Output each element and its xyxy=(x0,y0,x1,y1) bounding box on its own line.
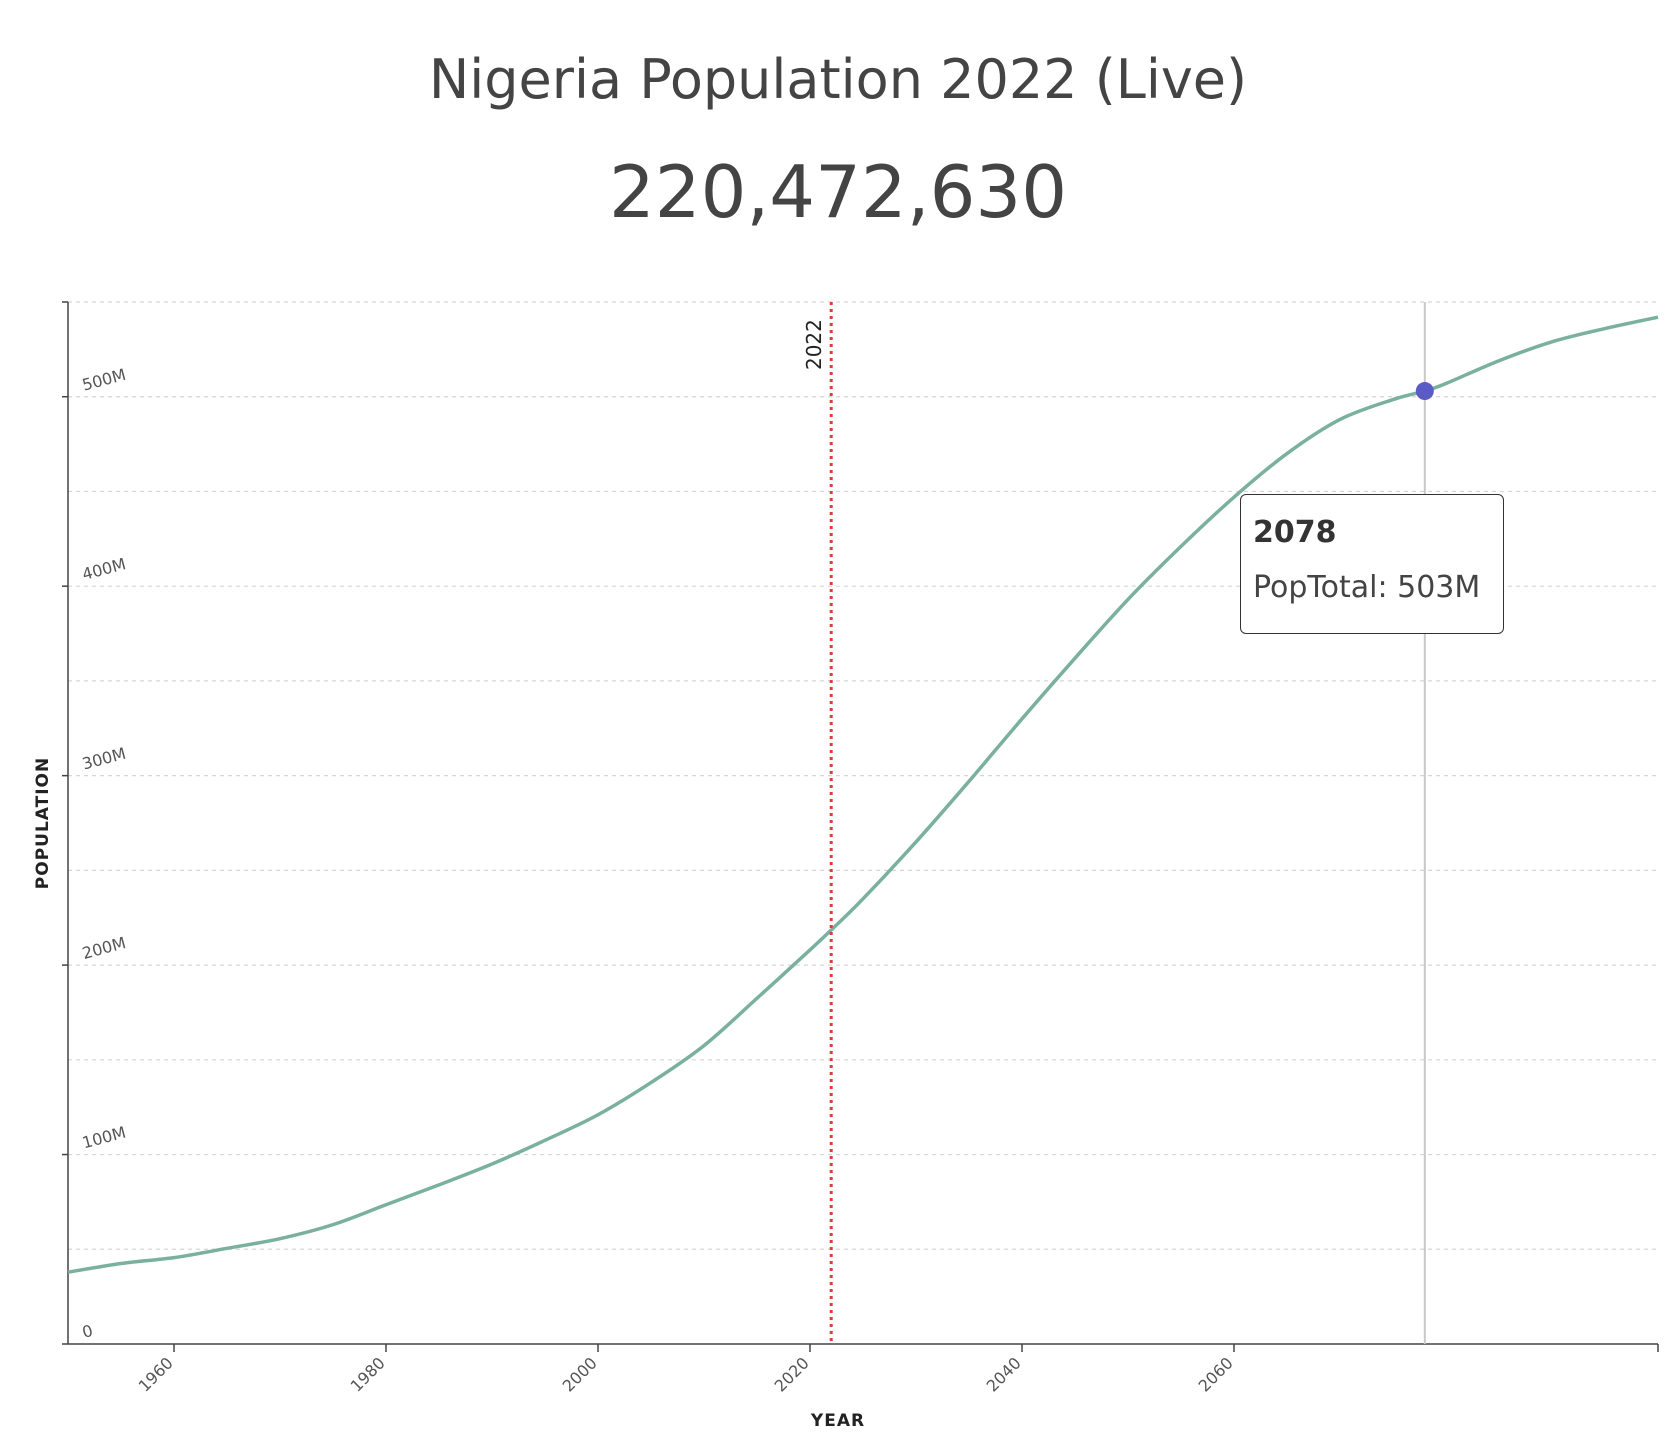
y-tick-label: 500M xyxy=(80,365,128,395)
current-year-label: 2022 xyxy=(802,319,826,370)
x-tick-label: 2060 xyxy=(1195,1353,1237,1395)
y-tick-label: 200M xyxy=(80,933,128,963)
hover-tooltip: 2078 PopTotal: 503M xyxy=(1240,494,1504,634)
x-tick-label: 2000 xyxy=(559,1353,601,1395)
series-layer xyxy=(67,315,1659,1274)
y-tick-label: 0 xyxy=(80,1321,95,1342)
x-tick-label: 2020 xyxy=(771,1353,813,1395)
x-tick-label: 1960 xyxy=(135,1353,177,1395)
x-tick-label: 2040 xyxy=(983,1353,1025,1395)
x-tick-label: 1980 xyxy=(347,1353,389,1395)
y-tick-label: 400M xyxy=(80,554,128,584)
y-tick-label: 100M xyxy=(80,1123,128,1153)
overlay-layer: 2022 xyxy=(802,302,1434,1344)
y-axis-title: POPULATION xyxy=(33,757,53,889)
series-line-poptotal xyxy=(67,315,1659,1274)
tooltip-year: 2078 xyxy=(1253,515,1337,550)
axes: 0 100M 200M 300M 400M 500M 1960 1980 2000 2020 204… xyxy=(33,301,1659,1431)
chart-title: Nigeria Population 2022 (Live) xyxy=(428,48,1248,111)
live-population-counter: 220,472,630 xyxy=(608,150,1068,234)
tooltip-value: PopTotal: 503M xyxy=(1253,570,1481,605)
x-axis-title: YEAR xyxy=(810,1411,865,1431)
y-tick-label: 300M xyxy=(80,744,128,774)
grid-lines xyxy=(68,301,1658,1250)
hover-point xyxy=(1415,382,1434,401)
